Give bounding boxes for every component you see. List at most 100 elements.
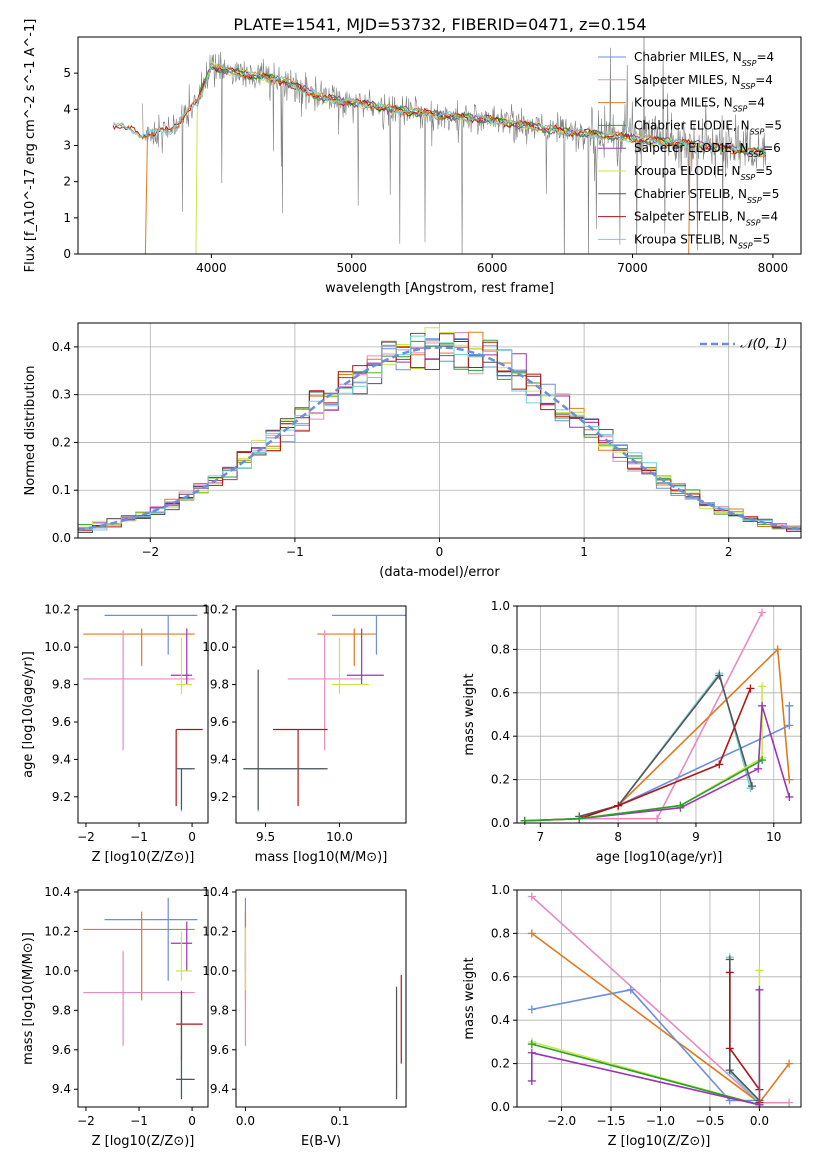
y-tick-label: 2 xyxy=(63,175,71,189)
legend-entry: Kroupa MILES, NSSP=4 xyxy=(634,96,765,114)
x-tick-label: 8 xyxy=(614,830,622,844)
model-edge xyxy=(144,134,148,254)
axes-frame xyxy=(235,605,407,824)
y-tick-label: 9.6 xyxy=(210,1043,229,1057)
y-tick-label: 9.8 xyxy=(52,1003,71,1017)
weight-marker xyxy=(747,782,756,791)
legend-entry: Chabrier MILES, NSSP=4 xyxy=(634,50,774,68)
y-tick-label: 9.8 xyxy=(210,678,229,692)
x-tick-label: −2.0 xyxy=(547,1114,576,1128)
x-tick-label: 0.0 xyxy=(236,1114,255,1128)
legend-subscript: SSP xyxy=(750,127,765,136)
x-tick-label: −2 xyxy=(141,545,159,559)
x-tick-label: 7000 xyxy=(617,261,648,275)
normal-curve xyxy=(77,346,802,531)
model-spectrum xyxy=(112,62,766,158)
y-tick-label: 3 xyxy=(63,139,71,153)
x-axis-label: wavelength [Angstrom, rest frame] xyxy=(325,281,554,296)
y-tick-label: 0.6 xyxy=(491,970,510,984)
legend-nssp: =5 xyxy=(755,164,773,178)
y-tick-label: 0.3 xyxy=(52,388,71,402)
weight-line xyxy=(578,688,752,820)
axes-frame xyxy=(516,889,802,1108)
weight-line xyxy=(524,705,791,822)
legend-subscript: SSP xyxy=(742,59,757,68)
y-tick-label: 1.0 xyxy=(491,599,510,613)
y-tick-label: 0.8 xyxy=(491,926,510,940)
x-tick-label: 0 xyxy=(436,545,444,559)
weight-marker xyxy=(773,645,782,654)
legend-entry: 𝒩(0, 1) xyxy=(740,337,787,352)
weight-marker xyxy=(520,816,529,825)
weight-marker xyxy=(785,775,794,784)
weight-line xyxy=(524,647,791,822)
x-tick-label: 0.1 xyxy=(330,1114,349,1128)
legend-entry: Kroupa ELODIE, NSSP=5 xyxy=(634,164,773,182)
y-tick-label: 10.2 xyxy=(202,603,229,617)
y-tick-label: 4 xyxy=(63,102,71,116)
x-tick-label: −1 xyxy=(130,1114,148,1128)
x-tick-label: 6000 xyxy=(477,261,508,275)
y-tick-label: 0.8 xyxy=(491,642,510,656)
weight-marker xyxy=(785,721,794,730)
y-axis-label: mass weight xyxy=(462,673,477,755)
y-tick-label: 9.8 xyxy=(52,678,71,692)
x-axis-label: E(B-V) xyxy=(301,1134,341,1149)
x-tick-label: −2 xyxy=(77,1114,95,1128)
x-tick-label: −1 xyxy=(130,830,148,844)
weight-marker xyxy=(725,968,734,977)
y-tick-label: 9.4 xyxy=(52,752,71,766)
weight-marker xyxy=(785,792,794,801)
model-spectrum xyxy=(196,61,766,157)
legend-nssp: =5 xyxy=(762,187,780,201)
x-axis-label: age [log10(age/yr)] xyxy=(596,850,723,865)
y-tick-label: 10.4 xyxy=(44,885,71,899)
y-tick-label: 0.0 xyxy=(491,1100,510,1114)
y-tick-label: 0.0 xyxy=(52,531,71,545)
y-tick-label: 9.6 xyxy=(52,1043,71,1057)
y-tick-label: 0.2 xyxy=(52,435,71,449)
x-tick-label: 10 xyxy=(766,830,781,844)
histogram-step xyxy=(78,335,801,531)
y-tick-label: 9.2 xyxy=(52,790,71,804)
legend-nssp: =4 xyxy=(755,73,773,87)
weight-marker xyxy=(626,985,635,994)
legend-subscript: SSP xyxy=(747,195,762,204)
y-tick-label: 10.0 xyxy=(44,640,71,654)
y-tick-label: 9.8 xyxy=(210,1003,229,1017)
weight-marker xyxy=(725,955,734,964)
y-axis-label: mass weight xyxy=(462,957,477,1039)
x-tick-label: −1.0 xyxy=(646,1114,675,1128)
y-tick-label: 0 xyxy=(63,247,71,261)
y-tick-label: 0.1 xyxy=(52,483,71,497)
weight-marker xyxy=(785,1098,794,1107)
weight-marker xyxy=(725,1044,734,1053)
legend-nssp: =5 xyxy=(753,232,771,246)
y-tick-label: 10.0 xyxy=(202,640,229,654)
x-tick-label: 0.0 xyxy=(750,1114,769,1128)
weight-marker xyxy=(715,671,724,680)
y-axis-label: age [log10(age/yr)] xyxy=(21,651,36,778)
weight-line xyxy=(531,970,761,1106)
weight-marker xyxy=(527,892,536,901)
y-tick-label: 10.4 xyxy=(202,885,229,899)
x-tick-label: −1.5 xyxy=(596,1114,625,1128)
y-axis-label: Flux [f_λ10^-17 erg cm^-2 s^-1 A^-1] xyxy=(23,19,38,273)
x-axis-label: Z [log10(Z/Z⊙)] xyxy=(608,1134,711,1149)
axes-frame xyxy=(77,889,209,1108)
legend-entry: Salpeter ELODIE, NSSP=6 xyxy=(634,141,781,159)
legend-nssp: =4 xyxy=(756,50,774,64)
axes-frame xyxy=(235,889,407,1108)
y-tick-label: 9.6 xyxy=(52,715,71,729)
y-tick-label: 0.2 xyxy=(491,1057,510,1071)
weight-line xyxy=(524,759,763,822)
x-tick-label: 4000 xyxy=(196,261,227,275)
legend-entry: Chabrier ELODIE, NSSP=5 xyxy=(634,118,782,136)
legend-subscript: SSP xyxy=(741,173,756,182)
legend-subscript: SSP xyxy=(741,81,756,90)
weight-marker xyxy=(527,1076,536,1085)
weight-marker xyxy=(746,684,755,693)
y-axis-label: mass [log10(M/M⊙)] xyxy=(21,932,36,1065)
